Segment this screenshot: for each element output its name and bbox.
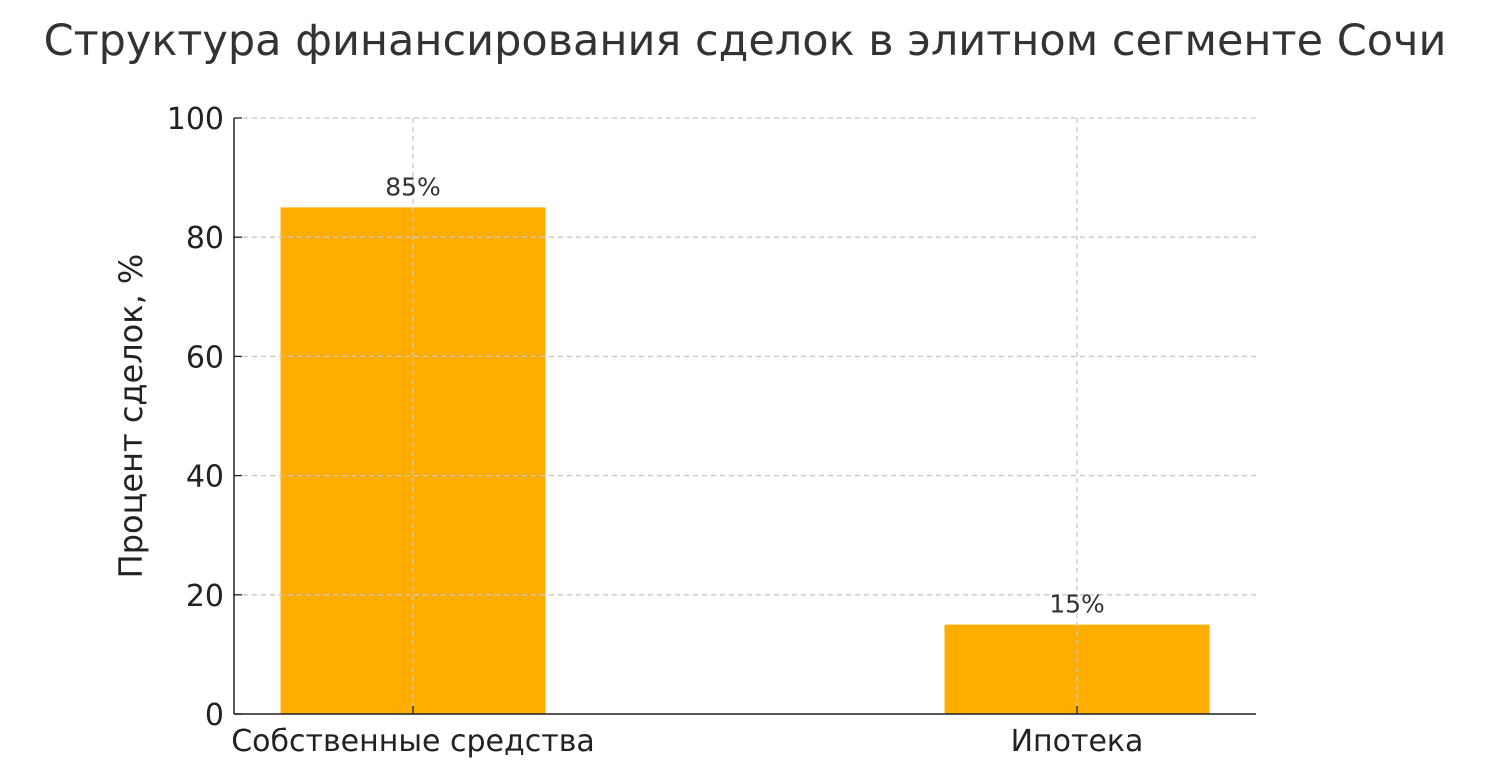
y-tick-label: 0 [205,698,224,733]
data-label: 15% [1049,590,1105,619]
y-tick-label: 100 [167,102,224,137]
y-tick-label: 40 [186,460,224,495]
data-label: 85% [385,172,441,201]
x-tick-label: Ипотека [1011,724,1144,759]
y-axis-label: Процент сделок, % [112,254,150,579]
x-tick-label: Собственные средства [231,724,595,759]
y-tick-label: 20 [186,579,224,614]
chart-title: Структура финансирования сделок в элитно… [44,16,1447,66]
y-tick-label: 80 [186,221,224,256]
y-tick-label: 60 [186,340,224,375]
